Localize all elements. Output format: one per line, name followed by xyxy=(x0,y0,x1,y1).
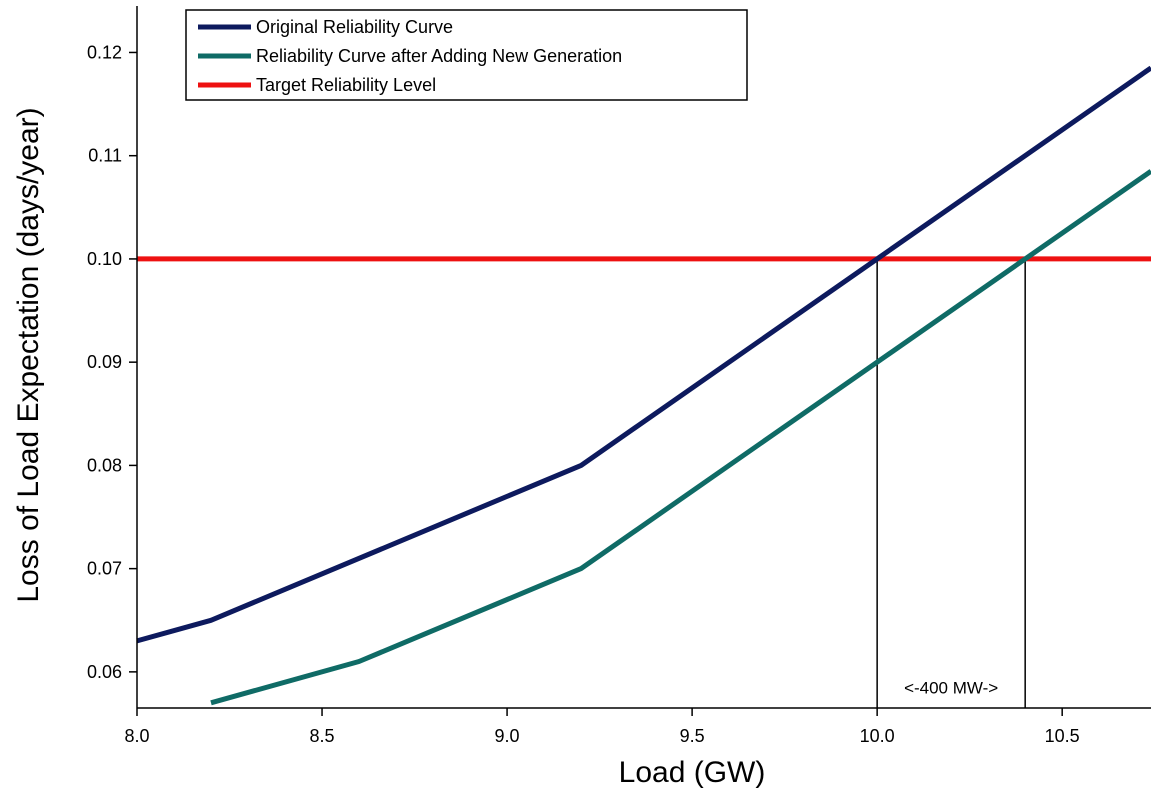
y-tick-label: 0.09 xyxy=(87,352,122,372)
legend-label: Original Reliability Curve xyxy=(256,17,453,37)
reference-lines xyxy=(876,258,1026,708)
x-tick-label: 9.0 xyxy=(495,726,520,746)
y-tick-label: 0.11 xyxy=(88,146,122,166)
legend: Original Reliability Curve Reliability Cu… xyxy=(185,9,748,101)
axes xyxy=(136,6,1151,709)
legend-label: Reliability Curve after Adding New Gener… xyxy=(256,46,622,66)
x-tick-label: 8.5 xyxy=(310,726,335,746)
y-tick-label: 0.12 xyxy=(87,42,122,62)
series-line-2 xyxy=(210,169,1151,706)
y-axis-title: Loss of Load Expectation (days/year) xyxy=(12,107,45,602)
y-tick-label: 0.07 xyxy=(87,559,122,579)
x-axis-ticks: 8.0 8.5 9.0 9.5 10.0 10.5 xyxy=(124,708,1080,746)
x-tick-label: 10.0 xyxy=(860,726,895,746)
difference-annotation: <-400 MW-> xyxy=(904,678,998,697)
x-tick-label: 8.0 xyxy=(124,726,149,746)
x-tick-label: 9.5 xyxy=(680,726,705,746)
legend-box xyxy=(185,9,748,101)
y-tick-label: 0.06 xyxy=(87,662,122,682)
y-tick-label: 0.10 xyxy=(87,249,122,269)
y-tick-label: 0.08 xyxy=(87,455,122,475)
series-line-1 xyxy=(136,65,1151,644)
y-axis-ticks: 0.06 0.07 0.08 0.09 0.10 0.11 0.12 xyxy=(87,42,137,682)
x-tick-label: 10.5 xyxy=(1045,726,1080,746)
legend-label: Target Reliability Level xyxy=(256,75,436,95)
x-axis-title: Load (GW) xyxy=(619,756,766,789)
series-lines xyxy=(136,65,1151,706)
